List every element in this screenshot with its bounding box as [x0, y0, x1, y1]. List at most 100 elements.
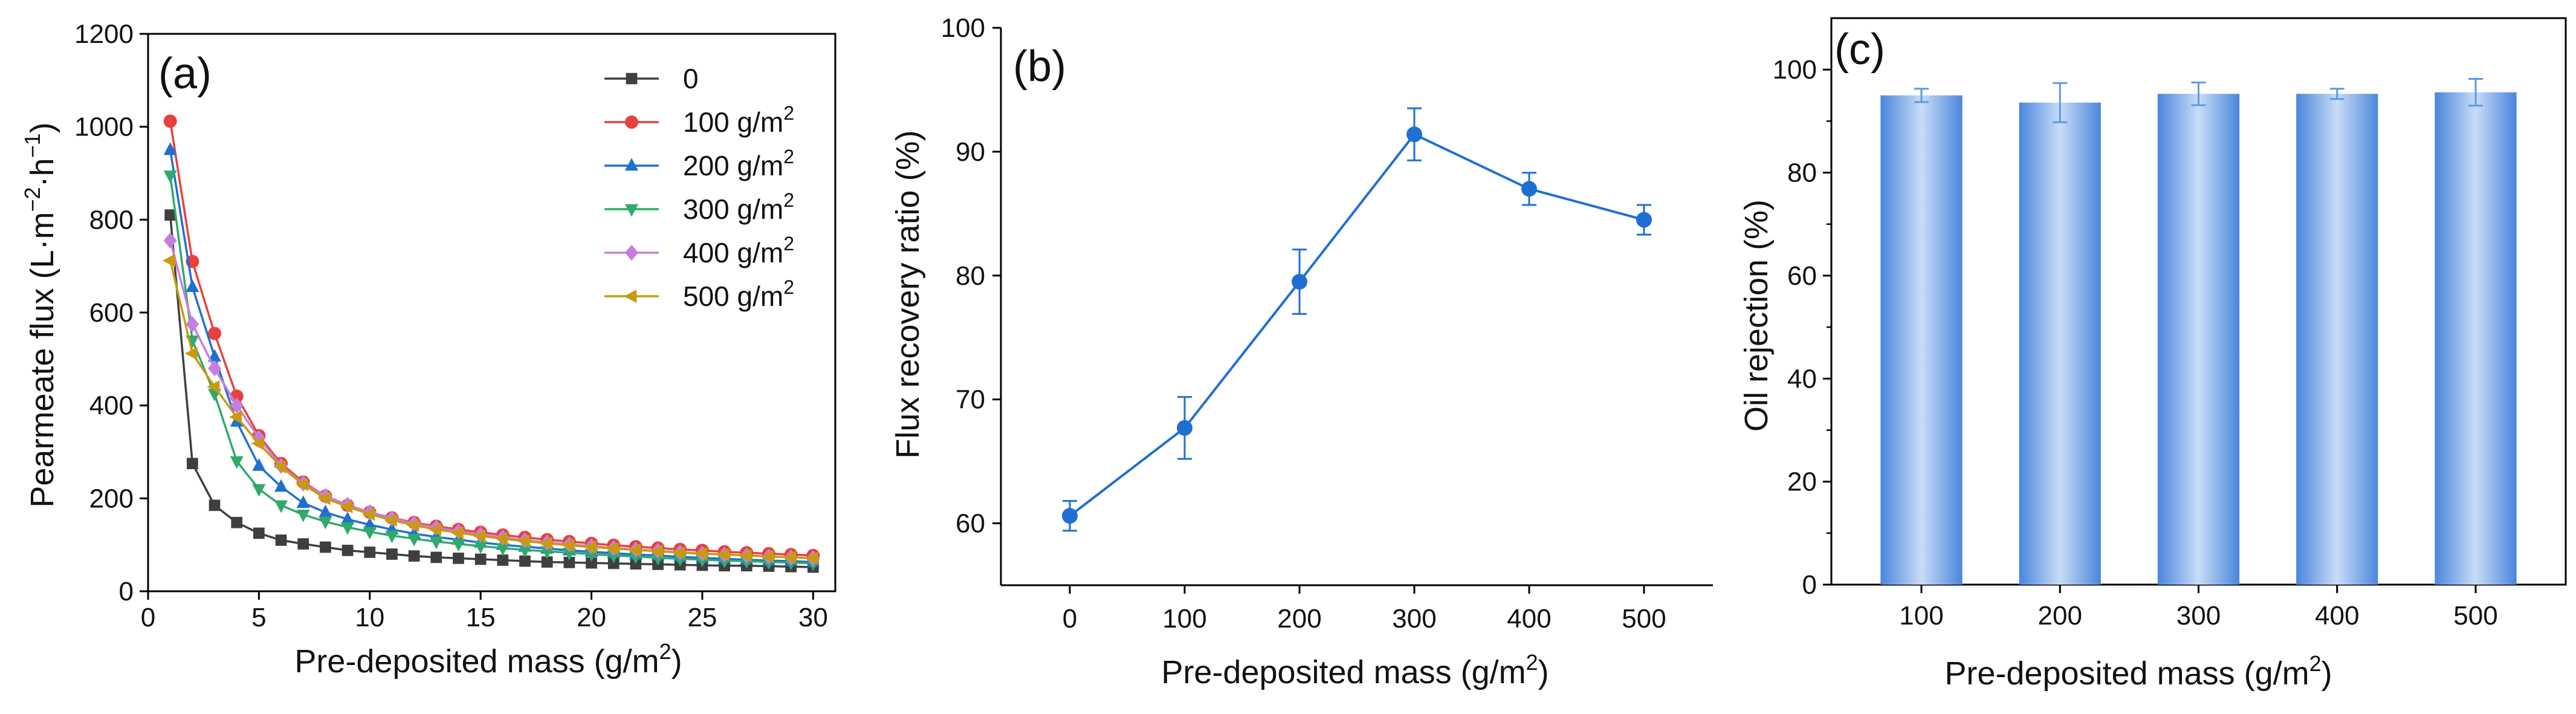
- panel-b-x-tick-label: 400: [1507, 604, 1551, 634]
- panel-a-series: [163, 114, 820, 573]
- panel-c-y-tick-label: 20: [1787, 467, 1817, 497]
- panel-c-x-axis-title: Pre-deposited mass (g/m2): [1944, 651, 2332, 692]
- panel-a-x-axis-title: Pre-deposited mass (g/m2): [294, 639, 682, 680]
- panel-b-y-tick-label: 60: [956, 509, 985, 539]
- panel-b-data-point: [1062, 508, 1078, 524]
- panel-a-data-point: [317, 492, 331, 505]
- panel-a-data-point: [474, 541, 488, 554]
- panel-a-y-tick-label: 800: [89, 205, 134, 235]
- panel-a-data-point: [186, 316, 199, 333]
- panel-a-data-point: [364, 547, 376, 558]
- panel-a-data-point: [363, 527, 377, 540]
- panel-a-data-point: [386, 548, 398, 560]
- panel-c-y-axis-title: Oil rejection (%): [1738, 200, 1775, 432]
- panel-a-legend: 0 100 g/m2 200 g/m2 300 g/m2 400 g/m2 500 g/m…: [604, 63, 794, 312]
- panel-c-x-tick-label: 500: [2453, 601, 2497, 631]
- panel-c: 0 20 40 60 80 100 100 200 300 400 500 (c) Pre-depo…: [1738, 17, 2567, 692]
- panel-a-data-point: [229, 410, 242, 424]
- panel-a-data-point: [251, 437, 264, 450]
- panel-a-data-point: [628, 543, 641, 557]
- panel-a-data-point: [429, 536, 443, 550]
- panel-a-legend-entry: 300 g/m2: [604, 189, 794, 225]
- panel-b-y-tick-label: 90: [956, 137, 985, 167]
- panel-a-data-point: [496, 543, 510, 556]
- panel-a-data-point: [650, 544, 663, 558]
- panel-a-data-point: [541, 556, 553, 568]
- panel-a-legend-marker: [626, 73, 638, 85]
- panel-a-data-point: [341, 522, 355, 535]
- panel-a-y-tick-label: 200: [89, 484, 134, 513]
- panel-b-y-tick-label: 100: [941, 13, 985, 43]
- panel-a-legend-label: 400 g/m2: [683, 233, 794, 268]
- panel-a-data-point: [606, 542, 619, 556]
- panel-a-data-point: [340, 500, 353, 514]
- panel-a-data-point: [273, 460, 286, 474]
- panel-a-x-tick-label: 30: [798, 603, 828, 632]
- panel-a-series-0: [164, 209, 819, 573]
- panel-a-y-axis-title: Pearmeate flux (L·m−2·h−1): [20, 122, 60, 507]
- panel-b-y-tick-label: 70: [956, 385, 985, 415]
- panel-c-y-tick-label: 60: [1787, 261, 1817, 291]
- panel-b-series-line: [1069, 132, 1645, 517]
- panel-a-data-point: [231, 516, 243, 528]
- panel-a-series-3: [163, 170, 820, 571]
- panel-c-bars: [1880, 78, 2517, 585]
- panel-b-data-point: [1292, 274, 1307, 290]
- panel-a-series-line: [169, 175, 814, 565]
- panel-a-data-point: [208, 326, 222, 340]
- panel-c-x-tick-label: 300: [2176, 601, 2221, 631]
- panel-a-data-point: [252, 484, 266, 497]
- panel-a-x-tick-label: 10: [355, 603, 384, 632]
- panel-a-data-point: [583, 540, 597, 554]
- panel-a-data-point: [164, 209, 176, 221]
- panel-a-label: (a): [158, 50, 212, 98]
- panel-a-data-point: [407, 533, 421, 547]
- panel-a-data-point: [450, 526, 464, 540]
- panel-a-data-point: [429, 522, 442, 536]
- panel-b-axes: 0 100 200 300 400 500 60 70 80 90 100: [941, 13, 1713, 634]
- panel-a-x-tick-label: 15: [466, 603, 496, 632]
- panel-a-axes: 0 5 10 15 20 25 30 0 200 400 600 800 1000 1200: [74, 19, 837, 632]
- panel-a-data-point: [208, 349, 222, 362]
- panel-a-y-tick-label: 1200: [74, 19, 134, 49]
- panel-b-data-point: [1521, 181, 1537, 197]
- panel-a-data-point: [163, 253, 175, 267]
- panel-a-legend-marker: [624, 290, 637, 303]
- panel-a-data-point: [586, 557, 597, 569]
- panel-a: 0 5 10 15 20 25 30 0 200 400 600 800 1000 1200 0 100 g…: [20, 19, 837, 680]
- panel-a-data-point: [384, 513, 397, 527]
- panel-b-x-tick-label: 0: [1063, 604, 1077, 634]
- panel-a-legend-entry: 400 g/m2: [604, 233, 794, 268]
- panel-a-legend-entry: 100 g/m2: [604, 102, 794, 138]
- panel-a-data-point: [474, 553, 487, 565]
- panel-a-data-point: [163, 114, 177, 128]
- panel-a-data-point: [252, 458, 266, 471]
- panel-a-data-point: [209, 499, 221, 511]
- panel-a-data-point: [453, 553, 464, 564]
- panel-a-legend-marker: [625, 115, 638, 129]
- panel-a-x-tick-label: 5: [251, 603, 266, 632]
- panel-a-y-tick-label: 1000: [74, 112, 134, 142]
- panel-b-data-point: [1636, 212, 1652, 228]
- panel-a-data-point: [362, 507, 375, 521]
- panel-a-data-point: [495, 532, 508, 546]
- panel-a-data-point: [518, 545, 532, 558]
- panel-a-x-tick-label: 0: [141, 603, 155, 632]
- panel-b-data-point: [1177, 420, 1193, 436]
- panel-a-data-point: [497, 554, 509, 566]
- panel-a-data-point: [539, 536, 552, 550]
- panel-b-x-tick-label: 200: [1277, 604, 1321, 634]
- panel-a-data-point: [320, 541, 331, 553]
- panel-c-label: (c): [1834, 25, 1885, 74]
- panel-a-data-point: [408, 550, 420, 562]
- panel-a-data-point: [275, 534, 287, 546]
- panel-a-data-point: [319, 504, 332, 518]
- panel-c-bar: [1880, 95, 1963, 585]
- panel-a-data-point: [163, 142, 177, 155]
- panel-a-data-point: [297, 538, 309, 550]
- panel-a-legend-entry: 200 g/m2: [604, 146, 794, 181]
- panel-a-data-point: [761, 550, 774, 563]
- panel-a-data-point: [607, 557, 620, 570]
- panel-a-series-5: [163, 253, 818, 565]
